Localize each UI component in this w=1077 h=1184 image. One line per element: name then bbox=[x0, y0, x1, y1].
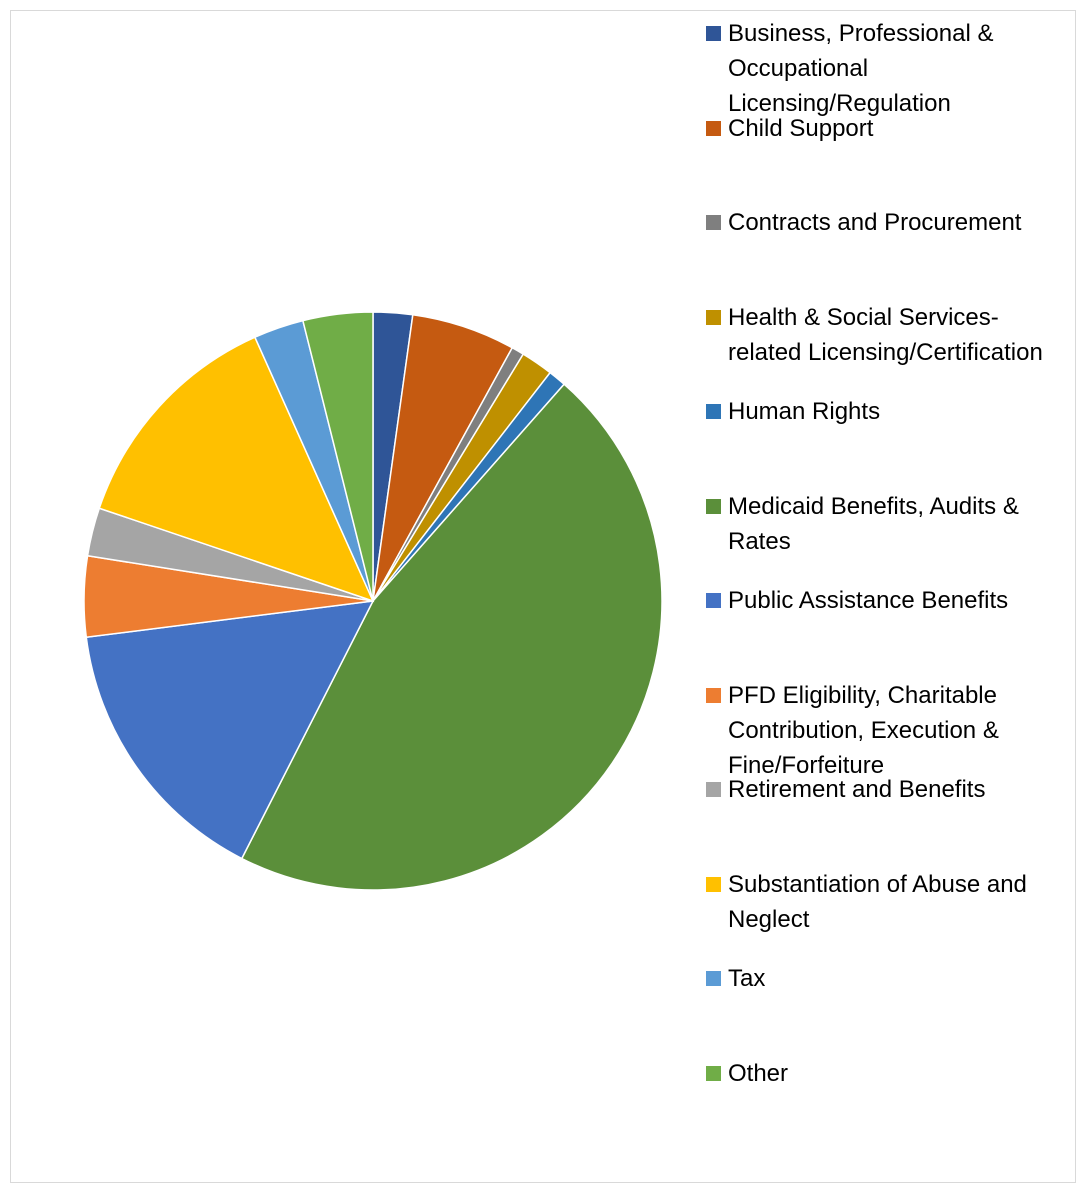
pie-slice bbox=[85, 600, 375, 860]
pie-slice bbox=[98, 336, 375, 603]
pie-slice bbox=[301, 311, 374, 602]
pie-slice bbox=[240, 383, 663, 891]
